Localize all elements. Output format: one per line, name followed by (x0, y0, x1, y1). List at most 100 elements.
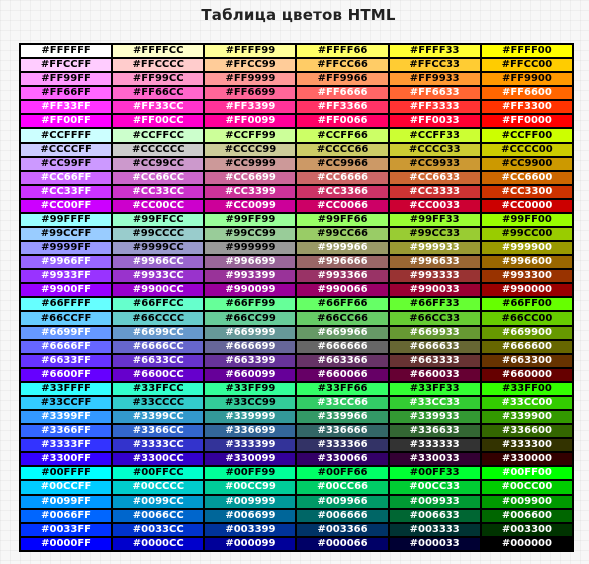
color-row: #66CCFF #66CCCC #66CC99 #66CC66 #66CC33 #66CC… (21, 312, 572, 325)
color-cell: #666633 (389, 340, 480, 353)
color-cell: #669966 (297, 326, 388, 339)
color-cell: #CC00CC (113, 199, 204, 212)
color-cell: #00CC00 (481, 481, 572, 494)
color-row: #6633FF #6633CC #663399 #663366 #663333 #6633… (21, 354, 572, 367)
color-cell: #990066 (297, 284, 388, 297)
color-row: #FF33FF #FF33CC #FF3399 #FF3366 #FF3333 #FF33… (21, 101, 572, 114)
color-cell: #0000FF (21, 537, 112, 550)
color-cell: #99CCCC (113, 228, 204, 241)
color-cell: #FF6666 (297, 87, 388, 100)
color-row: #9933FF #9933CC #993399 #993366 #993333 #9933… (21, 270, 572, 283)
color-row: #CCCCFF #CCCCCC #CCCC99 #CCCC66 #CCCC33 #CCCC… (21, 143, 572, 156)
color-cell: #339933 (389, 411, 480, 424)
color-cell: #663333 (389, 354, 480, 367)
color-cell: #FF6600 (481, 87, 572, 100)
color-cell: #330033 (389, 453, 480, 466)
color-cell: #0099FF (21, 495, 112, 508)
color-cell: #6666CC (113, 340, 204, 353)
color-cell: #FF0066 (297, 115, 388, 128)
color-cell: #FF9900 (481, 73, 572, 86)
color-row: #33FFFF #33FFCC #33FF99 #33FF66 #33FF33 #33FF… (21, 382, 572, 395)
color-cell: #00FFFF (21, 467, 112, 480)
color-cell: #33FF00 (481, 382, 572, 395)
color-cell: #3399CC (113, 411, 204, 424)
color-row: #9900FF #9900CC #990099 #990066 #990033 #9900… (21, 284, 572, 297)
color-cell: #33CCCC (113, 396, 204, 410)
color-cell: #CCFF66 (297, 129, 388, 142)
color-cell: #333366 (297, 439, 388, 452)
color-cell: #00FF66 (297, 467, 388, 480)
color-cell: #009900 (481, 495, 572, 508)
color-cell: #660066 (297, 368, 388, 381)
color-cell: #000033 (389, 537, 480, 550)
color-row: #0066FF #0066CC #006699 #006666 #006633 #0066… (21, 509, 572, 522)
color-cell: #99CC00 (481, 228, 572, 241)
color-cell: #9966CC (113, 256, 204, 269)
color-cell: #99FF33 (389, 213, 480, 227)
color-cell: #00CC66 (297, 481, 388, 494)
color-cell: #CCCC66 (297, 143, 388, 156)
color-row: #0033FF #0033CC #003399 #003366 #003333 #0033… (21, 523, 572, 536)
color-cell: #CCCC00 (481, 143, 572, 156)
color-row: #CCFFFF #CCFFCC #CCFF99 #CCFF66 #CCFF33 #CCFF… (21, 129, 572, 142)
color-cell: #3333CC (113, 439, 204, 452)
color-cell: #999999 (205, 242, 296, 255)
color-row: #FFFFFF #FFFFCC #FFFF99 #FFFF66 #FFFF33 #FFFF… (21, 45, 572, 58)
color-cell: #CCCCFF (21, 143, 112, 156)
color-cell: #CC9966 (297, 157, 388, 170)
color-cell: #00CCCC (113, 481, 204, 494)
color-row: #33CCFF #33CCCC #33CC99 #33CC66 #33CC33 #33CC… (21, 396, 572, 410)
color-cell: #993399 (205, 270, 296, 283)
color-cell: #FFFF33 (389, 45, 480, 58)
color-cell: #000099 (205, 537, 296, 550)
color-cell: #CC6600 (481, 171, 572, 184)
color-cell: #003366 (297, 523, 388, 536)
color-cell: #660000 (481, 368, 572, 381)
color-cell: #66CCFF (21, 312, 112, 325)
color-cell: #FF33FF (21, 101, 112, 114)
color-cell: #CCCCCC (113, 143, 204, 156)
color-cell: #CCFF00 (481, 129, 572, 142)
color-cell: #FFCCCC (113, 59, 204, 72)
color-cell: #3366FF (21, 425, 112, 438)
color-cell: #996633 (389, 256, 480, 269)
page-title: Таблица цветов HTML (201, 6, 396, 24)
color-cell: #999966 (297, 242, 388, 255)
color-cell: #FF66CC (113, 87, 204, 100)
color-cell: #FFCCFF (21, 59, 112, 72)
color-cell: #336699 (205, 425, 296, 438)
color-cell: #0000CC (113, 537, 204, 550)
color-cell: #9900FF (21, 284, 112, 297)
color-cell: #CC0033 (389, 199, 480, 212)
color-cell: #990099 (205, 284, 296, 297)
color-row: #0000FF #0000CC #000099 #000066 #000033 #0000… (21, 537, 572, 550)
color-cell: #00CC99 (205, 481, 296, 494)
color-cell: #CC99CC (113, 157, 204, 170)
color-cell: #339900 (481, 411, 572, 424)
color-cell: #993300 (481, 270, 572, 283)
color-cell: #FF0099 (205, 115, 296, 128)
color-row: #0099FF #0099CC #009999 #009966 #009933 #0099… (21, 495, 572, 508)
color-cell: #996699 (205, 256, 296, 269)
color-cell: #CCCC99 (205, 143, 296, 156)
color-cell: #663399 (205, 354, 296, 367)
color-cell: #6600CC (113, 368, 204, 381)
color-cell: #00CCFF (21, 481, 112, 494)
color-cell: #666699 (205, 340, 296, 353)
color-table: #FFFFFF #FFFFCC #FFFF99 #FFFF66 #FFFF33 #FFFF… (19, 43, 574, 552)
color-cell: #666600 (481, 340, 572, 353)
color-cell: #009999 (205, 495, 296, 508)
color-cell: #CC0066 (297, 199, 388, 212)
color-row: #CC33FF #CC33CC #CC3399 #CC3366 #CC3333 #CC33… (21, 185, 572, 198)
color-cell: #CC6633 (389, 171, 480, 184)
color-row: #CC00FF #CC00CC #CC0099 #CC0066 #CC0033 #CC00… (21, 199, 572, 212)
color-cell: #FF99CC (113, 73, 204, 86)
color-cell: #003300 (481, 523, 572, 536)
color-cell: #330000 (481, 453, 572, 466)
color-cell: #666666 (297, 340, 388, 353)
color-cell: #CC3399 (205, 185, 296, 198)
color-cell: #99CC99 (205, 228, 296, 241)
color-cell: #6633CC (113, 354, 204, 367)
color-cell: #CCFF99 (205, 129, 296, 142)
color-cell: #006699 (205, 509, 296, 522)
